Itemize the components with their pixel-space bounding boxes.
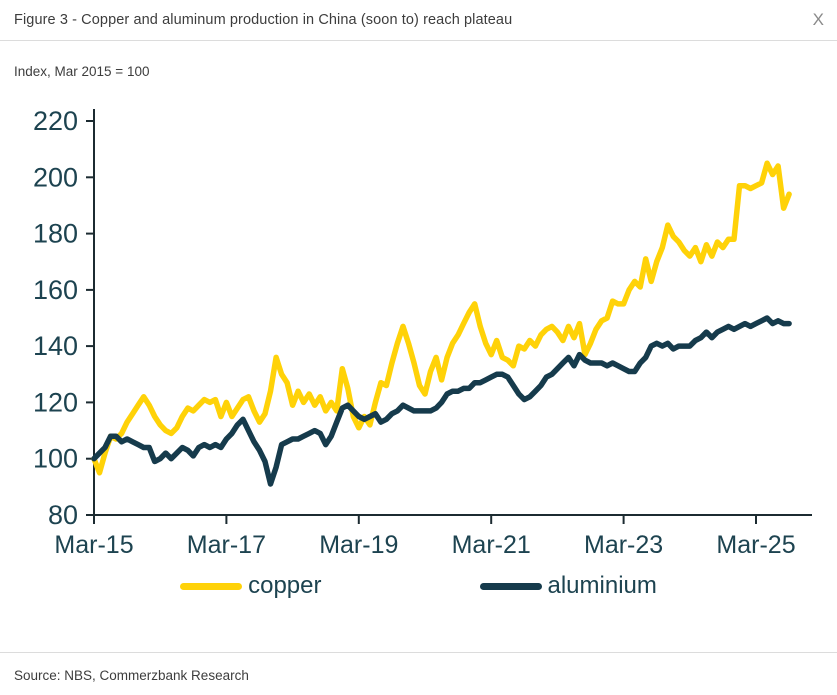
x-tick-label: Mar-21	[452, 531, 531, 557]
x-tick-label: Mar-23	[584, 531, 663, 557]
line-chart: 80 100 120 140 160 180 200 220 Mar-15 Mar-17 Mar-1…	[33, 106, 812, 557]
y-tick-label: 180	[33, 219, 78, 249]
y-tick-label: 160	[33, 275, 78, 305]
header-divider	[0, 40, 837, 41]
x-tick-label: Mar-19	[319, 531, 398, 557]
y-tick-label: 100	[33, 444, 78, 474]
legend-item-copper: copper	[180, 572, 322, 600]
copper-legend-label: copper	[248, 572, 322, 599]
y-tick-label: 80	[48, 500, 78, 530]
x-tick-label: Mar-25	[716, 531, 795, 557]
aluminium-line	[91, 315, 792, 487]
legend-item-aluminium: aluminium	[479, 572, 657, 600]
close-button[interactable]: X	[812, 10, 824, 29]
copper-swatch	[180, 582, 243, 590]
legend: copper aluminium	[0, 572, 837, 600]
index-note: Index, Mar 2015 = 100	[14, 64, 150, 79]
y-tick-label: 120	[33, 387, 78, 417]
y-tick-label: 220	[33, 106, 78, 136]
x-tick-label: Mar-15	[54, 531, 133, 557]
x-tick-label: Mar-17	[187, 531, 266, 557]
footer-divider	[0, 652, 837, 653]
source-text: Source: NBS, Commerzbank Research	[14, 668, 249, 683]
y-tick-label: 140	[33, 331, 78, 361]
figure-title: Figure 3 - Copper and aluminum productio…	[14, 12, 513, 28]
aluminium-legend-label: aluminium	[547, 572, 657, 599]
aluminium-swatch	[479, 582, 542, 590]
y-tick-label: 200	[33, 162, 78, 192]
copper-line	[91, 160, 792, 476]
